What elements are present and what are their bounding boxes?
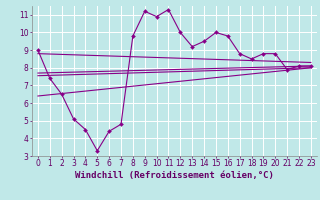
- X-axis label: Windchill (Refroidissement éolien,°C): Windchill (Refroidissement éolien,°C): [75, 171, 274, 180]
